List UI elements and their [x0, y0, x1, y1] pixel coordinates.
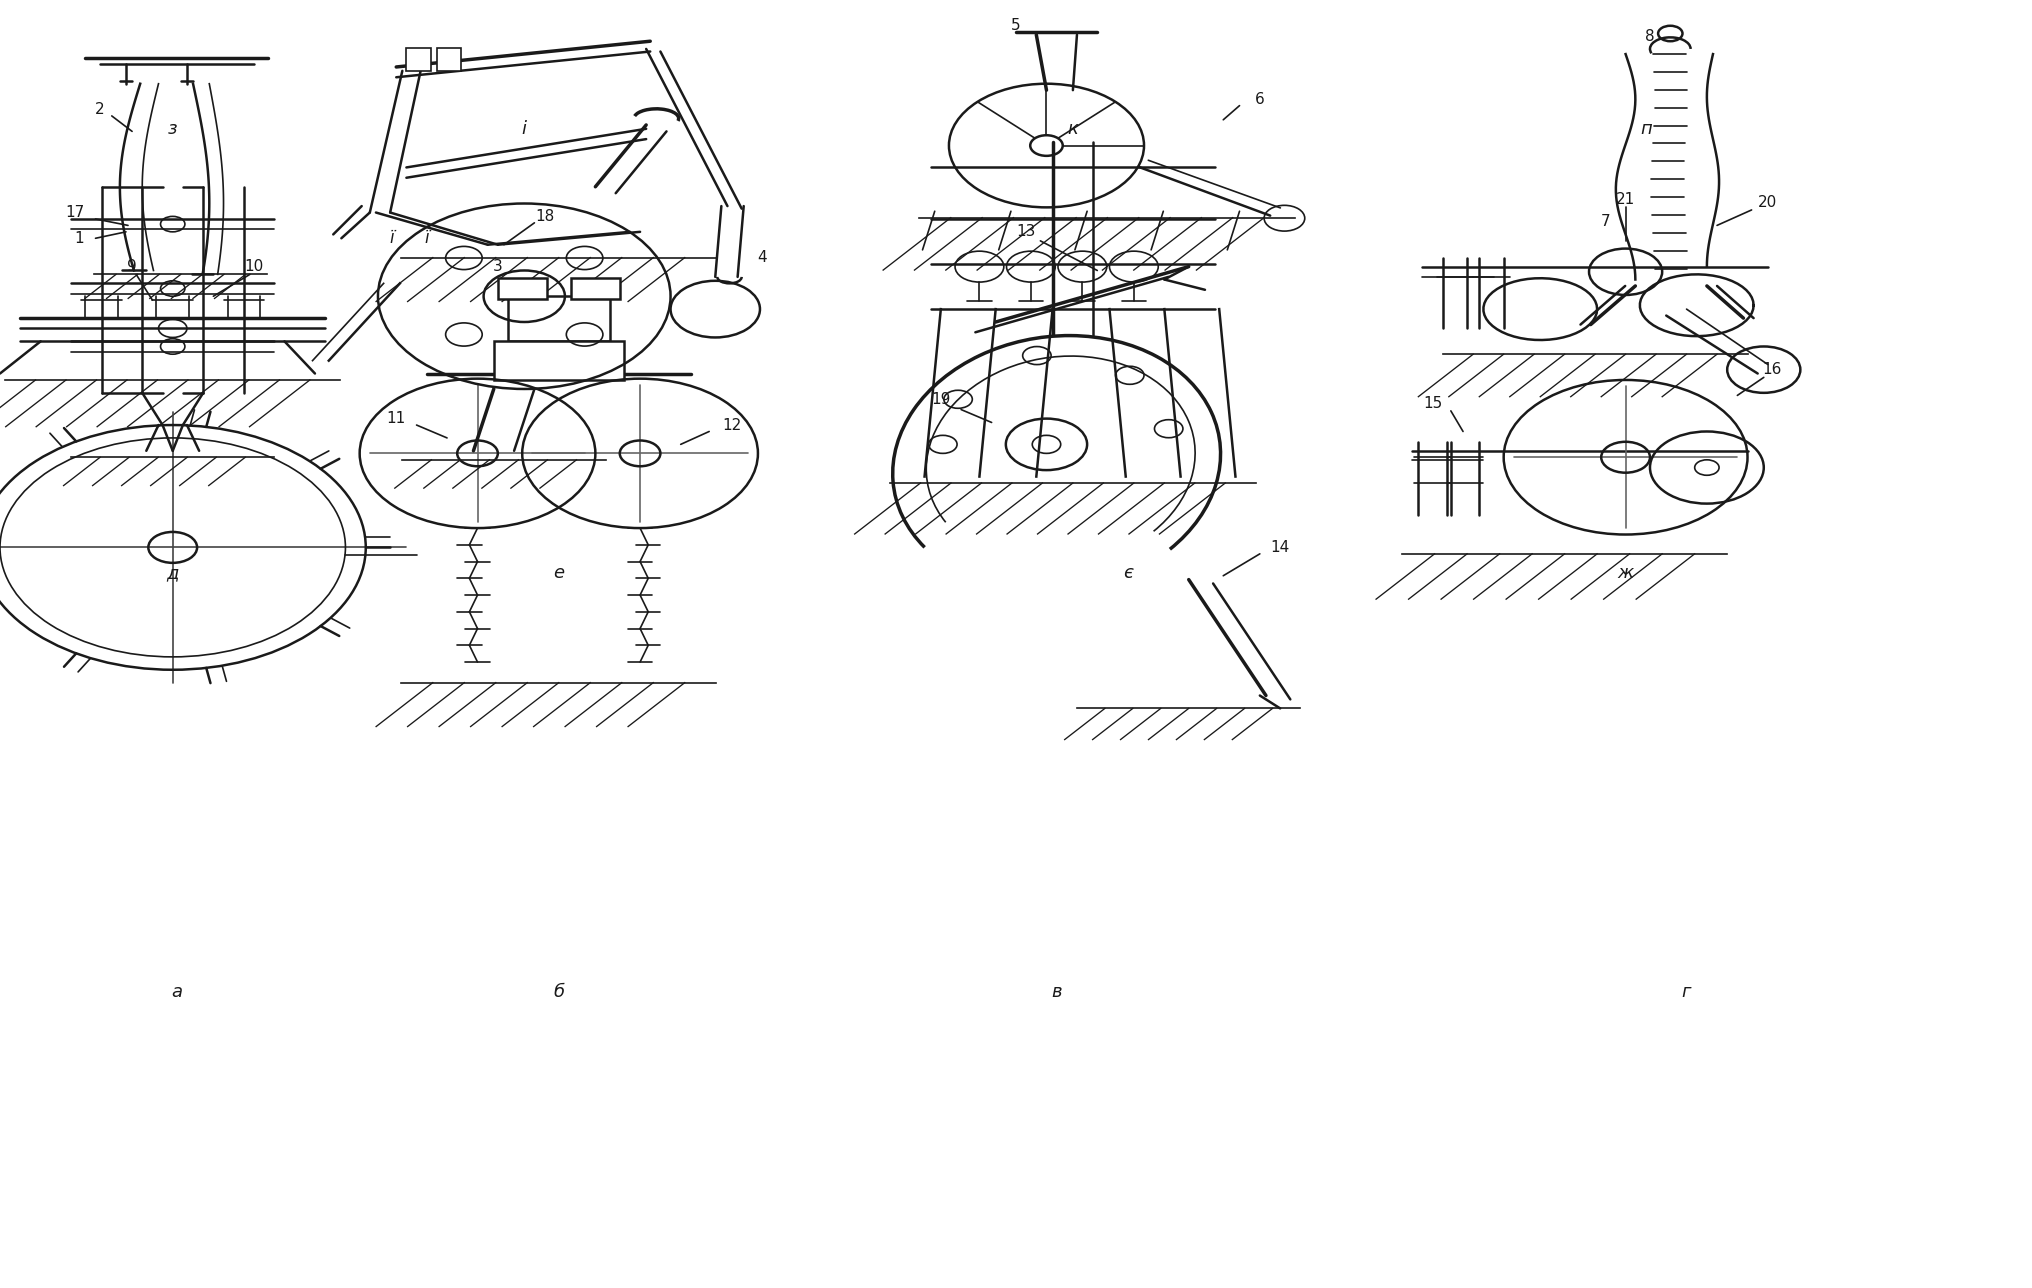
Text: 20: 20 [1758, 194, 1778, 210]
Text: 2: 2 [96, 102, 104, 117]
Text: ї: ї [425, 229, 429, 247]
Text: 10: 10 [244, 259, 264, 274]
Text: 14: 14 [1270, 540, 1290, 555]
Text: 9: 9 [128, 259, 136, 274]
Text: п: п [1640, 120, 1652, 138]
Text: 4: 4 [758, 250, 766, 265]
FancyBboxPatch shape [494, 341, 624, 380]
Text: 1: 1 [75, 231, 83, 246]
FancyBboxPatch shape [437, 48, 461, 71]
Text: 21: 21 [1615, 192, 1636, 207]
Text: е: е [553, 564, 565, 582]
Text: б: б [553, 983, 565, 1001]
Text: 8: 8 [1646, 28, 1654, 44]
Text: д: д [167, 564, 179, 582]
Text: з: з [169, 120, 177, 138]
Text: ї: ї [390, 229, 394, 247]
Text: 6: 6 [1256, 91, 1264, 107]
FancyBboxPatch shape [571, 278, 620, 299]
Text: і: і [522, 120, 526, 138]
Text: в: в [1051, 983, 1063, 1001]
Text: ж: ж [1617, 564, 1634, 582]
Text: 12: 12 [721, 417, 742, 433]
Text: 15: 15 [1422, 395, 1443, 411]
Text: а: а [171, 983, 183, 1001]
FancyBboxPatch shape [498, 278, 547, 299]
Text: 18: 18 [534, 209, 555, 224]
Text: 19: 19 [931, 392, 951, 407]
FancyBboxPatch shape [508, 296, 610, 341]
Text: к: к [1067, 120, 1079, 138]
Text: 3: 3 [494, 259, 502, 274]
Text: 7: 7 [1601, 214, 1609, 229]
Text: 5: 5 [1012, 18, 1020, 33]
FancyBboxPatch shape [406, 48, 431, 71]
Text: є: є [1124, 564, 1132, 582]
Text: 16: 16 [1762, 362, 1782, 377]
Text: г: г [1682, 983, 1691, 1001]
Text: 13: 13 [1016, 224, 1036, 240]
Text: 11: 11 [386, 411, 406, 426]
Text: 17: 17 [65, 205, 85, 220]
